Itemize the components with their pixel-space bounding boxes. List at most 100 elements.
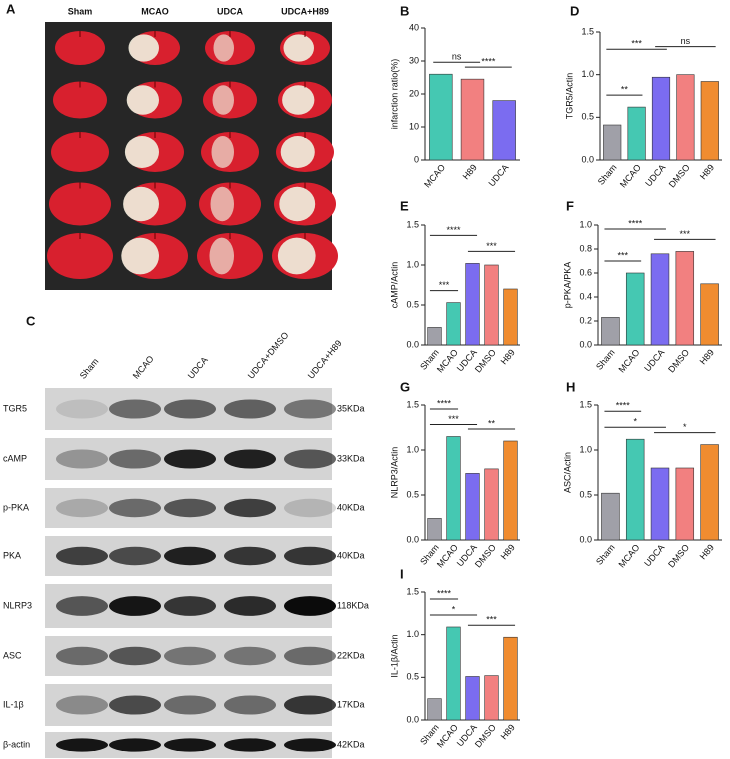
- sig-label: ***: [680, 229, 691, 239]
- group-label: UDCA+H89: [281, 6, 329, 16]
- y-tick-label: 0.0: [406, 534, 419, 544]
- bar: [427, 327, 442, 346]
- sig-label: *: [452, 604, 456, 614]
- band: [164, 546, 216, 566]
- protein-label: NLRP3: [3, 600, 32, 610]
- y-axis-label: ASC/Actin: [562, 452, 572, 493]
- protein-label: p-PKA: [3, 502, 29, 512]
- bar: [650, 467, 670, 541]
- protein-label: ASC: [3, 650, 22, 660]
- bar: [465, 676, 480, 721]
- bar: [700, 283, 719, 346]
- protein-label: β-actin: [3, 739, 30, 749]
- x-tick-label: DMSO: [666, 542, 691, 569]
- band: [224, 498, 276, 518]
- y-tick-label: 0.5: [581, 112, 594, 122]
- bar: [625, 438, 645, 541]
- bar: [503, 636, 518, 721]
- band: [56, 646, 108, 666]
- x-tick-label: MCAO: [435, 722, 460, 749]
- bar: [625, 272, 645, 346]
- band: [109, 738, 161, 752]
- bar: [675, 251, 695, 346]
- infarct: [213, 34, 234, 62]
- band: [284, 695, 336, 715]
- sig-label: ****: [437, 588, 452, 598]
- band: [56, 596, 108, 616]
- band: [164, 399, 216, 419]
- y-tick-label: 1.0: [579, 444, 592, 454]
- bar: [427, 698, 442, 721]
- band: [284, 399, 336, 419]
- x-tick-label: MCAO: [617, 347, 642, 374]
- band: [109, 546, 161, 566]
- sig-label: ****: [616, 401, 631, 411]
- infarct: [210, 186, 234, 222]
- x-tick-label: UDCA: [642, 347, 666, 373]
- bar: [651, 76, 671, 161]
- sig-label: ****: [446, 225, 461, 235]
- size-label: 33KDa: [337, 453, 365, 463]
- y-tick-label: 0.5: [406, 672, 419, 682]
- brain-slice: [49, 182, 111, 226]
- x-tick-label: H89: [698, 347, 716, 366]
- group-label: Sham: [68, 6, 93, 16]
- x-tick-label: DMSO: [667, 162, 692, 189]
- y-tick-label: 0.6: [579, 267, 592, 277]
- x-tick-label: MCAO: [422, 162, 447, 189]
- band: [224, 646, 276, 666]
- size-label: 40KDa: [337, 502, 365, 512]
- protein-label: IL-1β: [3, 699, 24, 709]
- band: [224, 695, 276, 715]
- x-tick-label: H89: [499, 722, 517, 741]
- band: [224, 546, 276, 566]
- infarct: [277, 237, 316, 275]
- bar: [700, 444, 719, 541]
- band: [164, 646, 216, 666]
- x-tick-label: Sham: [594, 542, 617, 566]
- infarct: [123, 186, 159, 222]
- panel-label: I: [400, 566, 404, 581]
- sig-label: *: [633, 417, 637, 427]
- bar: [429, 73, 453, 161]
- infarct: [280, 136, 315, 168]
- panel-label: E: [400, 198, 409, 213]
- protein-label: cAMP: [3, 453, 27, 463]
- bar: [492, 100, 516, 161]
- y-axis-label: TGR5/Actin: [564, 73, 574, 120]
- y-axis-label: IL-1β/Actin: [389, 634, 399, 677]
- bar: [484, 468, 499, 541]
- y-tick-label: 0: [414, 154, 419, 164]
- band: [109, 596, 161, 616]
- size-label: 42KDa: [337, 739, 365, 749]
- brain-slice: [47, 233, 113, 279]
- y-axis-label: cAMP/Actin: [389, 262, 399, 309]
- sig-label: *: [683, 422, 687, 432]
- sig-label: ns: [681, 36, 691, 46]
- band: [109, 646, 161, 666]
- bar: [427, 518, 442, 541]
- y-tick-label: 0.4: [579, 291, 592, 301]
- band: [284, 646, 336, 666]
- infarct: [126, 85, 159, 115]
- band: [56, 498, 108, 518]
- x-tick-label: H89: [698, 542, 716, 561]
- y-tick-label: 0.0: [579, 339, 592, 349]
- bar: [503, 440, 518, 541]
- x-tick-label: H89: [499, 542, 517, 561]
- size-label: 118KDa: [337, 600, 369, 610]
- panel-label: C: [26, 313, 36, 328]
- lane-label: Sham: [78, 356, 101, 380]
- brain-slice: [51, 132, 109, 172]
- bar: [460, 78, 485, 161]
- y-tick-label: 0.2: [579, 315, 592, 325]
- x-tick-label: UDCA: [486, 162, 510, 188]
- size-label: 35KDa: [337, 403, 365, 413]
- band: [56, 738, 108, 752]
- x-tick-label: H89: [698, 162, 716, 181]
- y-tick-label: 0.8: [579, 243, 592, 253]
- x-tick-label: UDCA: [642, 542, 666, 568]
- infarct: [124, 136, 159, 168]
- size-label: 22KDa: [337, 650, 365, 660]
